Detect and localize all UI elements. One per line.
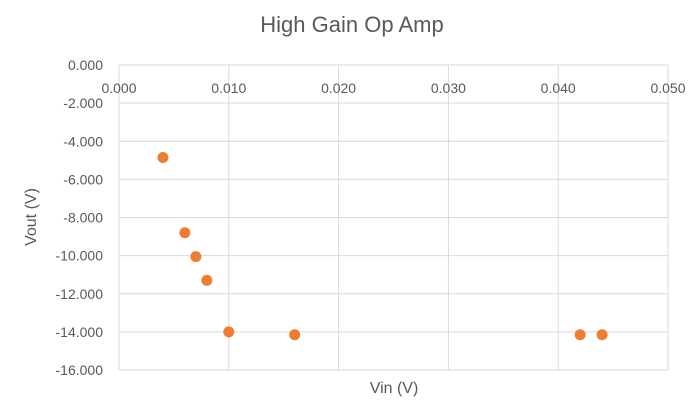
y-tick-label: -4.000 <box>63 133 103 149</box>
y-axis-ticks: 0.000 -2.000 -4.000 -6.000 -8.000 -10.000 -12.… <box>56 57 104 378</box>
y-tick-label: -16.000 <box>56 362 104 378</box>
y-axis-label: Vout (V) <box>23 188 40 246</box>
data-point <box>574 329 586 341</box>
data-point <box>289 329 301 341</box>
y-tick-label: -14.000 <box>56 324 104 340</box>
y-tick-label: -6.000 <box>63 171 103 187</box>
x-tick-label: 0.020 <box>321 80 356 96</box>
gridlines <box>118 64 669 371</box>
data-point <box>201 274 213 286</box>
x-tick-label: 0.040 <box>541 80 576 96</box>
y-tick-label: -2.000 <box>63 95 103 111</box>
y-tick-label: 0.000 <box>68 57 103 73</box>
x-tick-label: 0.050 <box>650 80 685 96</box>
x-tick-label: 0.030 <box>431 80 466 96</box>
x-axis-label: Vin (V) <box>370 380 419 397</box>
x-axis-ticks: 0.000 0.010 0.020 0.030 0.040 0.050 <box>101 80 685 96</box>
x-tick-label: 0.000 <box>101 80 136 96</box>
data-point <box>223 326 235 338</box>
y-tick-label: -10.000 <box>56 248 104 264</box>
x-tick-label: 0.010 <box>211 80 246 96</box>
data-points <box>157 151 608 341</box>
data-point <box>596 329 608 341</box>
chart-title: High Gain Op Amp <box>260 12 443 37</box>
data-point <box>190 251 202 263</box>
data-point <box>179 227 191 239</box>
y-tick-label: -8.000 <box>63 210 103 226</box>
y-tick-label: -12.000 <box>56 286 104 302</box>
data-point <box>157 151 169 163</box>
